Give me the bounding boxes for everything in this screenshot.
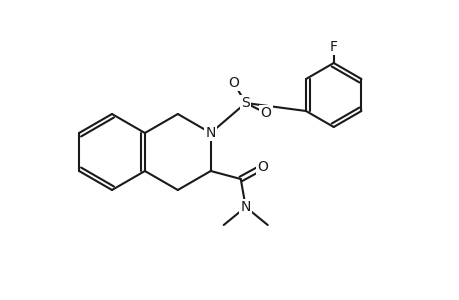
Text: O: O [257, 160, 268, 174]
Text: N: N [205, 126, 215, 140]
Text: F: F [329, 40, 337, 54]
Text: N: N [240, 200, 250, 214]
Text: O: O [260, 106, 270, 120]
Text: S: S [241, 96, 250, 110]
Text: O: O [228, 76, 239, 90]
